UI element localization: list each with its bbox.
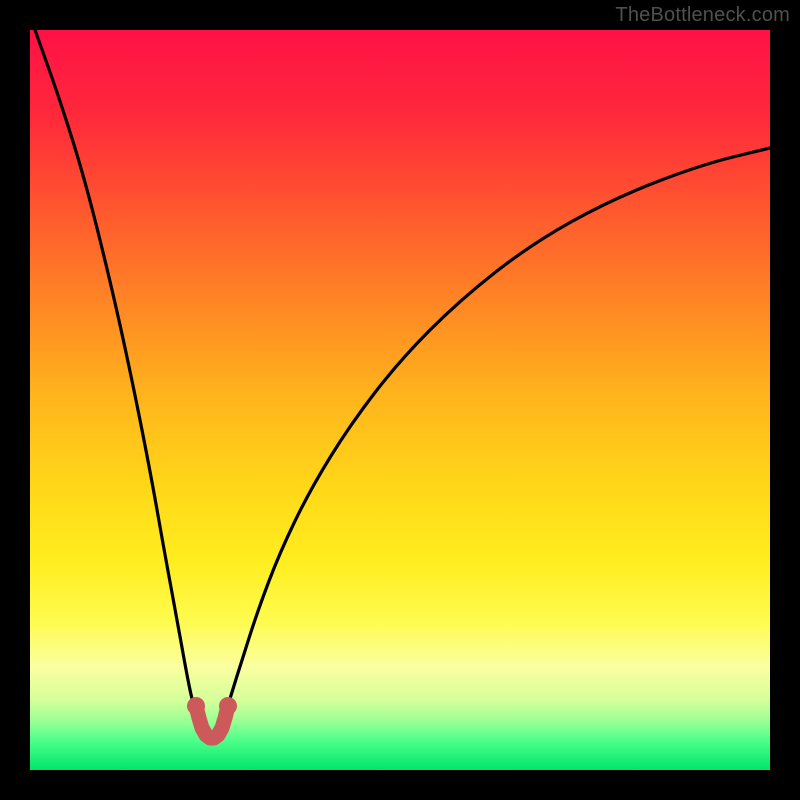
watermark-text: TheBottleneck.com xyxy=(615,4,790,27)
marker-dot-0 xyxy=(187,697,205,715)
chart-container: TheBottleneck.com xyxy=(0,0,800,800)
marker-dot-1 xyxy=(219,697,237,715)
plot-background xyxy=(30,30,770,770)
chart-svg xyxy=(0,0,800,800)
